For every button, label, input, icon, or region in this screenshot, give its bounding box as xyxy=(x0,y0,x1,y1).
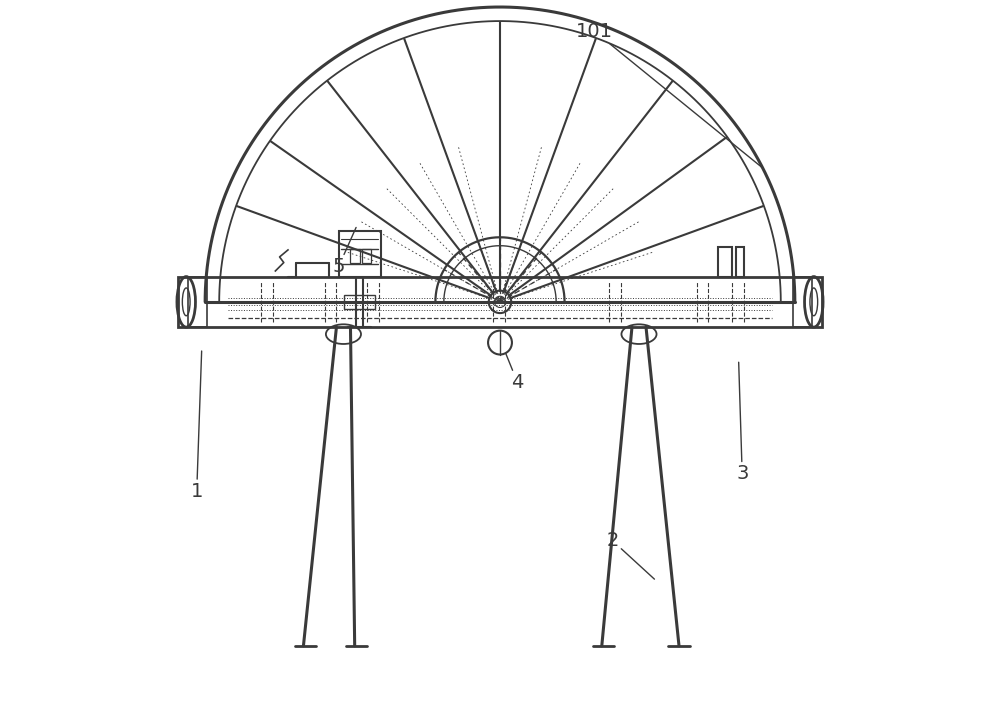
Bar xyxy=(736,247,744,277)
Text: 1: 1 xyxy=(191,351,203,501)
Bar xyxy=(350,249,360,263)
Bar xyxy=(344,295,375,309)
Bar xyxy=(718,247,732,277)
Text: 101: 101 xyxy=(576,22,763,168)
Bar xyxy=(339,231,381,277)
Text: 4: 4 xyxy=(506,353,524,392)
Bar xyxy=(362,249,371,263)
Bar xyxy=(793,277,812,327)
Bar xyxy=(178,277,822,327)
Text: 5: 5 xyxy=(332,227,356,277)
Text: 3: 3 xyxy=(736,362,748,484)
Bar xyxy=(188,277,207,327)
Text: 2: 2 xyxy=(606,531,654,579)
